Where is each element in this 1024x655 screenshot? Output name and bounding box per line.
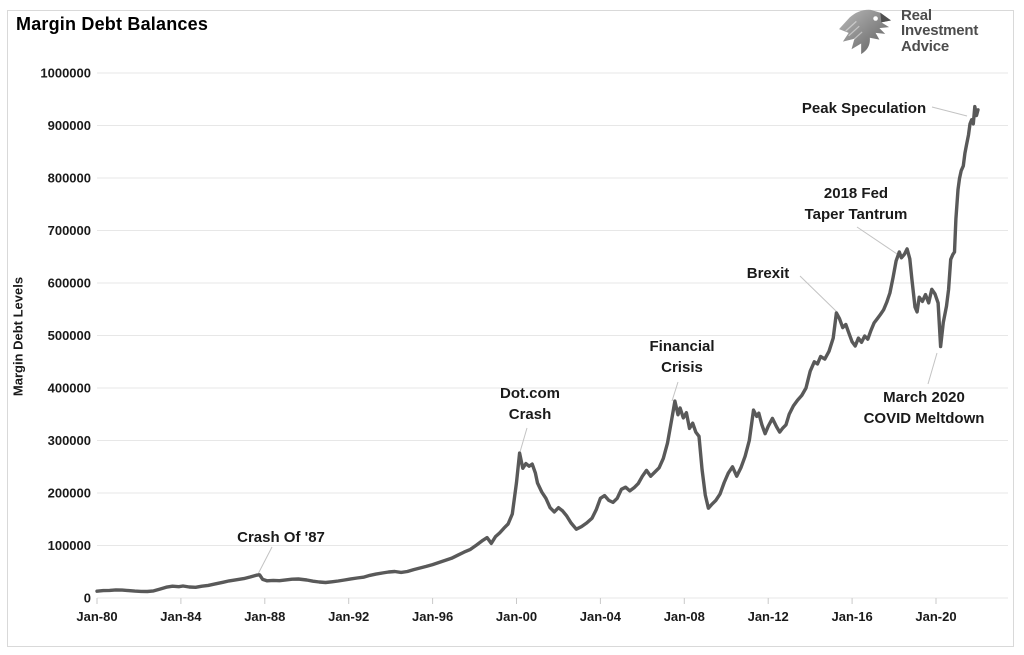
y-axis-title: Margin Debt Levels (10, 276, 26, 397)
x-tick-label: Jan-00 (496, 609, 537, 624)
annotation-march-2020-covid-meltdown: COVID Meltdown (864, 410, 985, 427)
annotation-financial-crisis: Crisis (661, 359, 703, 376)
annotation-leader-line (671, 381, 679, 402)
brand-line: Investment (901, 22, 979, 40)
margin-debt-line (95, 104, 980, 594)
chart-title: Margin Debt Balances (16, 14, 209, 34)
annotation-2018-fed-taper-tantrum: Taper Tantrum (805, 206, 908, 223)
x-tick-label: Jan-96 (412, 609, 453, 624)
x-tick-label: Jan-16 (831, 609, 872, 624)
x-tick-label: Jan-88 (244, 609, 285, 624)
y-tick-label: 500000 (48, 328, 91, 343)
y-tick-label: 0 (84, 591, 91, 606)
annotation-peak-speculation: Peak Speculation (802, 100, 926, 117)
x-tick-label: Jan-84 (160, 609, 202, 624)
brand-line: Real (901, 6, 932, 24)
y-tick-label: 200000 (48, 486, 91, 501)
y-tick-label: 1000000 (40, 66, 91, 81)
annotation-leader-line (856, 226, 901, 257)
annotation-dot-com-crash: Crash (509, 406, 552, 423)
y-tick-label: 300000 (48, 433, 91, 448)
annotation-leader-line (927, 352, 938, 385)
annotation-march-2020-covid-meltdown: March 2020 (883, 389, 965, 406)
annotation-dot-com-crash: Dot.com (500, 385, 560, 402)
x-tick-label: Jan-08 (664, 609, 705, 624)
brand-logo: Real Investment Advice (836, 6, 978, 56)
y-tick-label: 600000 (48, 276, 91, 291)
y-tick-label: 100000 (48, 538, 91, 553)
y-tick-label: 400000 (48, 381, 91, 396)
y-tick-label: 800000 (48, 171, 91, 186)
annotation-leader-line (256, 546, 273, 577)
x-tick-label: Jan-12 (748, 609, 789, 624)
eagle-icon (839, 9, 891, 55)
x-tick-label: Jan-20 (915, 609, 956, 624)
annotation-crash-of-87: Crash Of '87 (237, 529, 325, 546)
annotation-leader-line (799, 275, 838, 313)
annotation-financial-crisis: Financial (649, 338, 714, 355)
x-tick-label: Jan-04 (580, 609, 622, 624)
annotation-leader-line (931, 106, 968, 117)
y-tick-label: 900000 (48, 118, 91, 133)
x-tick-label: Jan-92 (328, 609, 369, 624)
annotation-2018-fed-taper-tantrum: 2018 Fed (824, 185, 888, 202)
y-tick-label: 700000 (48, 223, 91, 238)
annotation-leader-line (519, 427, 528, 453)
x-tick-label: Jan-80 (76, 609, 117, 624)
brand-name: Real Investment Advice (901, 8, 978, 55)
annotation-brexit: Brexit (747, 265, 790, 282)
brand-line: Advice (901, 37, 949, 55)
chart-border (7, 10, 1014, 647)
